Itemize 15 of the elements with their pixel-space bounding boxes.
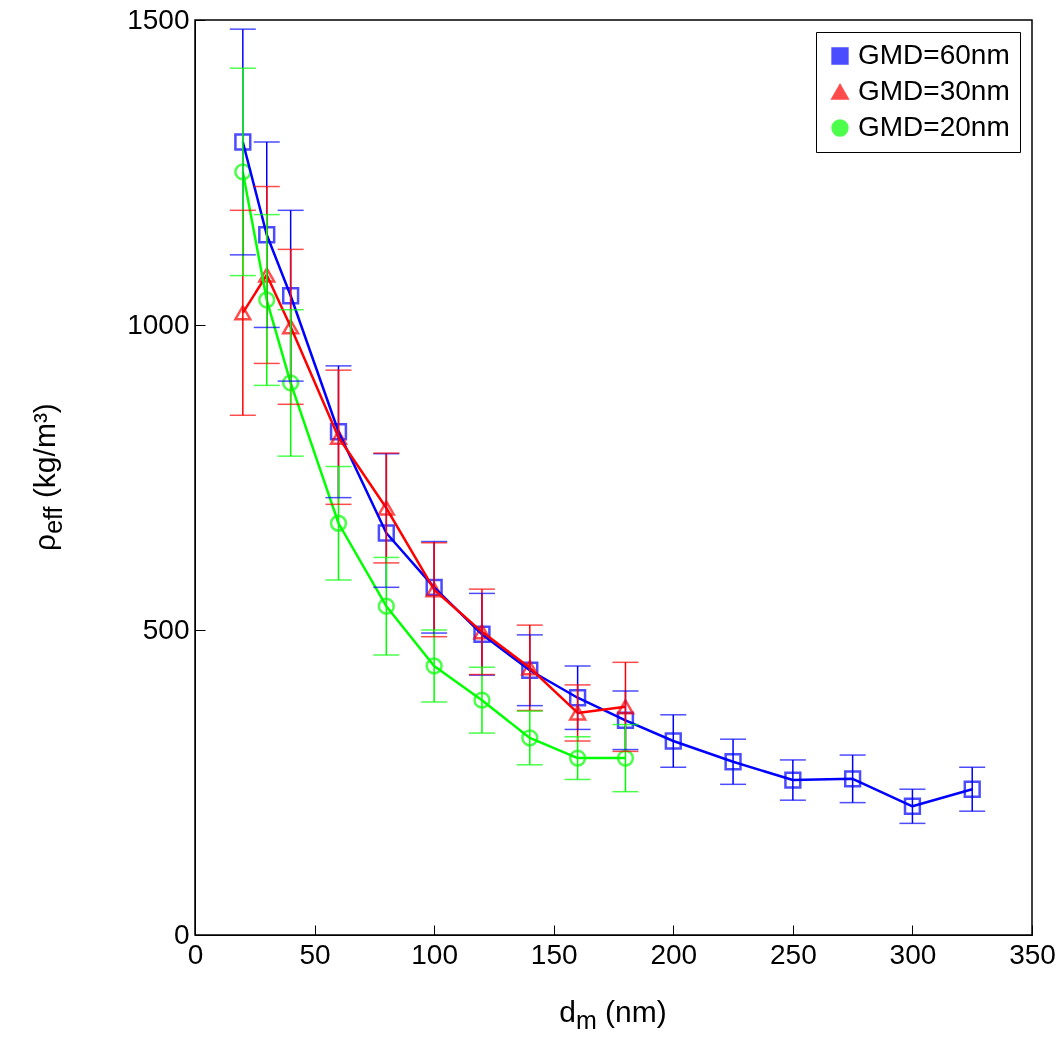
- x-axis-title: d$_{m}$ (nm): [559, 995, 667, 1035]
- y-tick-label: 0: [173, 918, 190, 950]
- y-tick-label: 1500: [127, 3, 190, 35]
- x-tick-label: 100: [411, 938, 458, 970]
- x-tick-label: 300: [889, 938, 937, 970]
- y-tick-label: 500: [142, 613, 190, 645]
- legend-label: GMD=20nm: [858, 111, 1010, 142]
- x-tick-label: 200: [650, 938, 698, 970]
- x-tick-label: 50: [299, 938, 331, 970]
- legend-label: GMD=60nm: [858, 39, 1010, 70]
- legend-label: GMD=30nm: [858, 75, 1010, 106]
- x-tick-label: 350: [1009, 938, 1056, 970]
- x-tick-label: 150: [530, 938, 578, 970]
- x-tick-label: 250: [770, 938, 817, 970]
- y-tick-label: 1000: [127, 308, 190, 340]
